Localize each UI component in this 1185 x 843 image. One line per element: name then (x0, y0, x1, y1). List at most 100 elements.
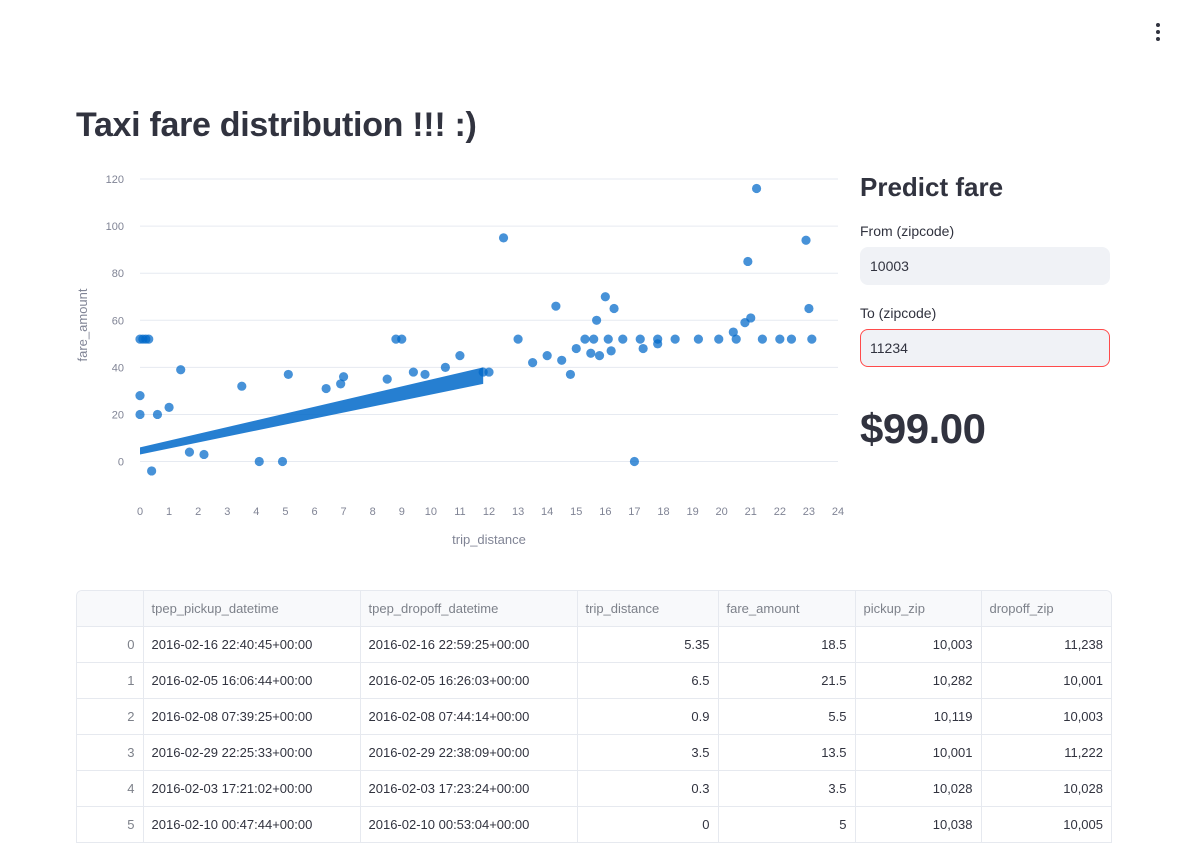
scatter-point (801, 236, 810, 245)
column-header[interactable]: tpep_pickup_datetime (143, 591, 360, 627)
table-cell[interactable]: 2016-02-29 22:38:09+00:00 (360, 735, 577, 771)
table-cell[interactable]: 13.5 (718, 735, 855, 771)
row-index[interactable]: 2 (77, 699, 143, 735)
row-index[interactable]: 3 (77, 735, 143, 771)
x-tick-label: 14 (541, 506, 553, 518)
scatter-point (153, 410, 162, 419)
x-tick-label: 6 (311, 506, 317, 518)
scatter-point (618, 335, 627, 344)
x-tick-label: 24 (832, 506, 844, 518)
table-cell[interactable]: 10,001 (981, 663, 1111, 699)
table-cell[interactable]: 2016-02-03 17:21:02+00:00 (143, 771, 360, 807)
table-cell[interactable]: 0 (577, 807, 718, 843)
table-cell[interactable]: 10,282 (855, 663, 981, 699)
row-index[interactable]: 5 (77, 807, 143, 843)
x-tick-label: 5 (282, 506, 288, 518)
column-header[interactable]: tpep_dropoff_datetime (360, 591, 577, 627)
table-cell[interactable]: 2016-02-16 22:59:25+00:00 (360, 627, 577, 663)
row-index[interactable]: 4 (77, 771, 143, 807)
table-cell[interactable]: 5 (718, 807, 855, 843)
column-header[interactable]: dropoff_zip (981, 591, 1111, 627)
x-tick-label: 16 (599, 506, 611, 518)
table-cell[interactable]: 11,222 (981, 735, 1111, 771)
scatter-point (740, 318, 749, 327)
table-cell[interactable]: 10,028 (855, 771, 981, 807)
table-cell[interactable]: 18.5 (718, 627, 855, 663)
scatter-point (758, 335, 767, 344)
column-header[interactable]: pickup_zip (855, 591, 981, 627)
y-tick-label: 60 (112, 315, 124, 327)
scatter-point (499, 233, 508, 242)
table-cell[interactable]: 2016-02-29 22:25:33+00:00 (143, 735, 360, 771)
table-cell[interactable]: 10,001 (855, 735, 981, 771)
from-label: From (zipcode) (860, 223, 1110, 241)
table-cell[interactable]: 0.9 (577, 699, 718, 735)
scatter-point (609, 304, 618, 313)
table-cell[interactable]: 10,003 (981, 699, 1111, 735)
table-cell[interactable]: 10,119 (855, 699, 981, 735)
row-index[interactable]: 0 (77, 627, 143, 663)
x-axis-label: trip_distance (452, 532, 526, 547)
scatter-point (589, 335, 598, 344)
scatter-point (804, 304, 813, 313)
x-tick-label: 7 (341, 506, 347, 518)
table-cell[interactable]: 2016-02-10 00:53:04+00:00 (360, 807, 577, 843)
x-tick-label: 20 (716, 506, 728, 518)
y-tick-label: 40 (112, 362, 124, 374)
table-cell[interactable]: 2016-02-08 07:39:25+00:00 (143, 699, 360, 735)
table-cell[interactable]: 10,028 (981, 771, 1111, 807)
scatter-point (284, 370, 293, 379)
table-cell[interactable]: 0.3 (577, 771, 718, 807)
table-cell[interactable]: 2016-02-10 00:47:44+00:00 (143, 807, 360, 843)
table-cell[interactable]: 10,005 (981, 807, 1111, 843)
x-tick-label: 12 (483, 506, 495, 518)
column-header[interactable] (77, 591, 143, 627)
column-header[interactable]: fare_amount (718, 591, 855, 627)
scatter-point (636, 335, 645, 344)
to-field[interactable] (860, 329, 1110, 367)
page-title: Taxi fare distribution !!! :) (76, 106, 477, 145)
x-tick-label: 18 (657, 506, 669, 518)
row-index[interactable]: 1 (77, 663, 143, 699)
scatter-point (671, 335, 680, 344)
scatter-point (455, 351, 464, 360)
y-tick-label: 100 (106, 221, 124, 233)
kebab-menu-icon[interactable] (1146, 20, 1170, 44)
x-tick-label: 17 (628, 506, 640, 518)
table-cell[interactable]: 10,003 (855, 627, 981, 663)
table-cell[interactable]: 2016-02-05 16:26:03+00:00 (360, 663, 577, 699)
table-cell[interactable]: 2016-02-03 17:23:24+00:00 (360, 771, 577, 807)
to-input[interactable] (870, 340, 1100, 356)
table-cell[interactable]: 2016-02-16 22:40:45+00:00 (143, 627, 360, 663)
from-input[interactable] (870, 258, 1100, 274)
table-cell[interactable]: 5.35 (577, 627, 718, 663)
scatter-point (714, 335, 723, 344)
column-header[interactable]: trip_distance (577, 591, 718, 627)
from-field[interactable] (860, 247, 1110, 285)
table-cell[interactable]: 10,038 (855, 807, 981, 843)
x-tick-label: 8 (370, 506, 376, 518)
table-cell[interactable]: 3.5 (718, 771, 855, 807)
table-cell[interactable]: 2016-02-08 07:44:14+00:00 (360, 699, 577, 735)
table-cell[interactable]: 21.5 (718, 663, 855, 699)
scatter-point (580, 335, 589, 344)
table-cell[interactable]: 3.5 (577, 735, 718, 771)
table-cell[interactable]: 5.5 (718, 699, 855, 735)
predict-panel: Predict fare From (zipcode) To (zipcode)… (860, 172, 1110, 453)
table-cell[interactable]: 6.5 (577, 663, 718, 699)
scatter-point (144, 335, 153, 344)
table-cell[interactable]: 11,238 (981, 627, 1111, 663)
x-tick-label: 11 (454, 506, 465, 518)
table-cell[interactable]: 2016-02-05 16:06:44+00:00 (143, 663, 360, 699)
x-tick-label: 3 (224, 506, 230, 518)
scatter-point (586, 349, 595, 358)
